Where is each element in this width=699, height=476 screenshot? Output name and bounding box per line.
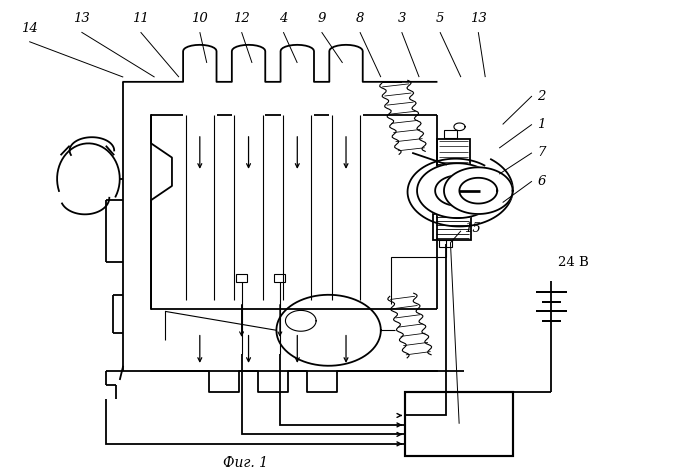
Text: 13: 13	[73, 12, 90, 25]
Text: 24 В: 24 В	[559, 256, 589, 269]
Text: 13: 13	[470, 12, 487, 25]
Text: 7: 7	[538, 146, 546, 159]
Text: 1: 1	[538, 118, 546, 131]
Bar	[444, 130, 456, 138]
Polygon shape	[417, 163, 498, 218]
Bar	[439, 240, 452, 247]
Text: 9: 9	[317, 12, 326, 25]
Polygon shape	[444, 168, 512, 214]
Text: 5: 5	[435, 12, 444, 25]
Text: 4: 4	[279, 12, 287, 25]
Text: 11: 11	[132, 12, 149, 25]
Text: Фиг. 1: Фиг. 1	[222, 456, 268, 470]
Text: 14: 14	[21, 21, 38, 35]
Bar	[433, 214, 471, 240]
Bar	[236, 274, 247, 282]
Bar	[437, 139, 470, 165]
Bar	[405, 392, 513, 456]
Text: 8: 8	[356, 12, 364, 25]
Text: 6: 6	[538, 175, 546, 188]
Bar	[274, 274, 285, 282]
Text: 15: 15	[464, 222, 481, 235]
Text: 12: 12	[233, 12, 250, 25]
Text: 10: 10	[192, 12, 208, 25]
Text: 3: 3	[398, 12, 406, 25]
Text: 2: 2	[538, 89, 546, 102]
